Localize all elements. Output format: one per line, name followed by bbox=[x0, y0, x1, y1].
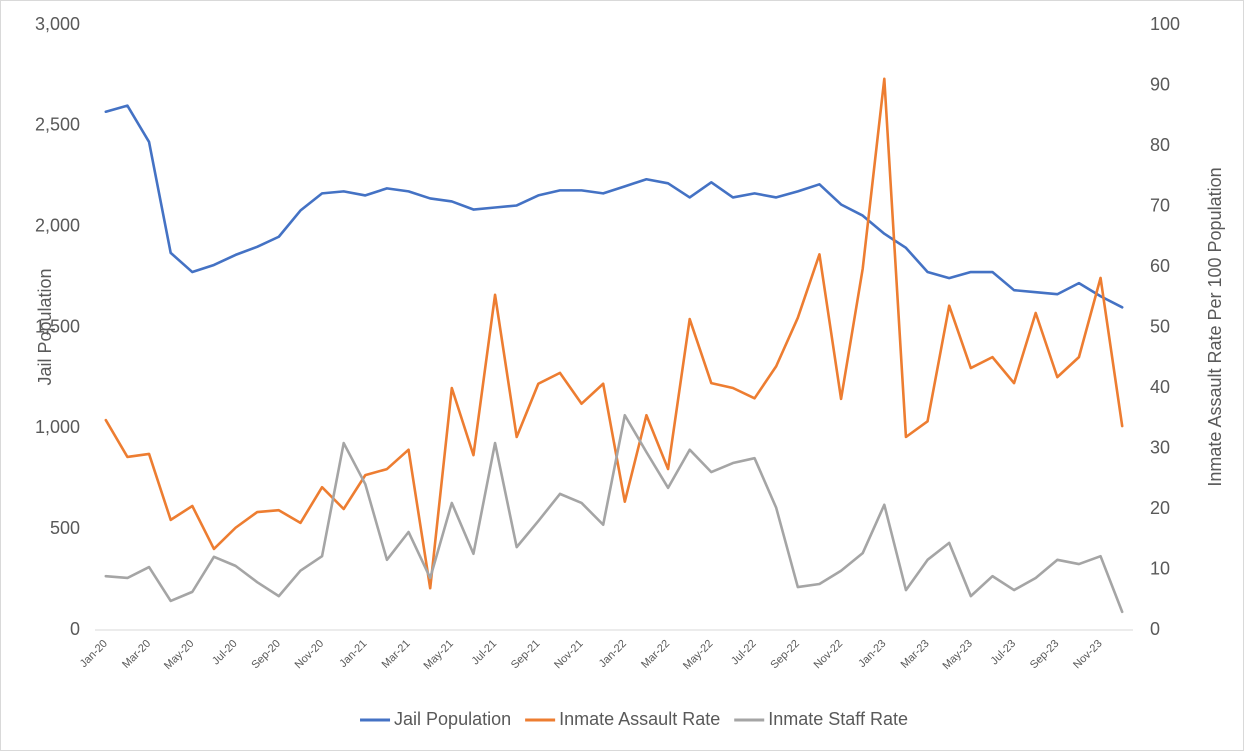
y-axis-title: Jail Population bbox=[35, 268, 55, 385]
x-tick-label: May-20 bbox=[162, 638, 196, 672]
y-tick-label: 3,000 bbox=[35, 14, 80, 34]
y2-tick-label: 50 bbox=[1150, 316, 1170, 336]
x-tick-label: Jul-20 bbox=[210, 638, 240, 668]
x-tick-label: Mar-23 bbox=[899, 638, 932, 671]
y-tick-label: 2,000 bbox=[35, 215, 80, 235]
y2-axis-title: Inmate Assault Rate Per 100 Population bbox=[1205, 167, 1225, 486]
x-tick-label: Sep-20 bbox=[249, 638, 283, 672]
x-tick-label: May-21 bbox=[422, 638, 456, 672]
series-line bbox=[104, 77, 1124, 590]
x-tick-label: Nov-23 bbox=[1071, 638, 1105, 672]
y-tick-label: 1,000 bbox=[35, 417, 80, 437]
series-line bbox=[104, 104, 1124, 309]
y-tick-label: 1,500 bbox=[35, 316, 80, 336]
legend-label: Inmate Staff Rate bbox=[768, 709, 908, 729]
y2-tick-label: 10 bbox=[1150, 558, 1170, 578]
x-tick-label: Sep-23 bbox=[1028, 638, 1062, 672]
y2-tick-label: 40 bbox=[1150, 377, 1170, 397]
x-tick-label: Sep-21 bbox=[509, 638, 543, 672]
x-tick-label: Jul-22 bbox=[729, 638, 759, 668]
series-line bbox=[104, 413, 1124, 614]
x-tick-label: Jan-23 bbox=[856, 638, 888, 670]
y2-tick-label: 30 bbox=[1150, 437, 1170, 457]
x-tick-label: Mar-21 bbox=[380, 638, 413, 671]
x-tick-label: Mar-22 bbox=[639, 638, 672, 671]
y2-tick-label: 100 bbox=[1150, 14, 1180, 34]
x-tick-label: Sep-22 bbox=[768, 638, 802, 672]
x-tick-label: Jul-21 bbox=[470, 638, 500, 668]
x-tick-label: Jan-20 bbox=[78, 638, 110, 670]
x-tick-label: Nov-21 bbox=[552, 638, 586, 672]
y2-tick-label: 20 bbox=[1150, 498, 1170, 518]
y-tick-label: 0 bbox=[70, 619, 80, 639]
y2-tick-label: 80 bbox=[1150, 135, 1170, 155]
x-tick-label: Mar-20 bbox=[120, 638, 153, 671]
y2-tick-label: 60 bbox=[1150, 256, 1170, 276]
y2-tick-label: 0 bbox=[1150, 619, 1160, 639]
legend-label: Inmate Assault Rate bbox=[559, 709, 720, 729]
x-tick-label: Jul-23 bbox=[989, 638, 1019, 668]
x-tick-label: May-22 bbox=[681, 638, 715, 672]
x-tick-label: May-23 bbox=[941, 638, 975, 672]
legend-label: Jail Population bbox=[394, 709, 511, 729]
y2-tick-label: 70 bbox=[1150, 195, 1170, 215]
y2-tick-label: 90 bbox=[1150, 74, 1170, 94]
y-tick-label: 500 bbox=[50, 518, 80, 538]
x-tick-label: Nov-20 bbox=[293, 638, 327, 672]
x-tick-label: Jan-21 bbox=[337, 638, 369, 670]
y-tick-label: 2,500 bbox=[35, 115, 80, 135]
x-tick-label: Jan-22 bbox=[597, 638, 629, 670]
x-tick-label: Nov-22 bbox=[812, 638, 846, 672]
